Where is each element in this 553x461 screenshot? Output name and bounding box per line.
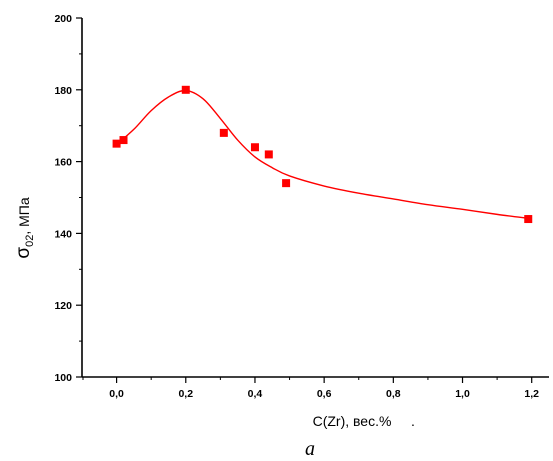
y-tick-label: 200 bbox=[54, 13, 72, 25]
data-point bbox=[282, 179, 291, 188]
y-axis-label-unit: , МПа bbox=[16, 197, 32, 235]
data-point bbox=[181, 85, 190, 94]
x-axis-label-suffix: . bbox=[411, 413, 415, 429]
y-tick-label: 160 bbox=[54, 157, 72, 169]
y-axis-label: σ02, МПа bbox=[13, 197, 36, 258]
x-tick-label: 0,2 bbox=[178, 388, 193, 400]
y-tick-label: 180 bbox=[54, 85, 72, 97]
x-tick-label: 0,8 bbox=[386, 388, 401, 400]
y-tick-label: 100 bbox=[54, 372, 72, 384]
data-point bbox=[112, 139, 121, 148]
figure-caption: a bbox=[305, 438, 315, 460]
x-axis-ticks: 0,0 0,2 0,4 0,6 0,8 1,0 1,2 bbox=[82, 377, 539, 400]
plot-frame bbox=[81, 18, 549, 378]
y-tick-label: 140 bbox=[54, 228, 72, 240]
x-tick-label: 1,0 bbox=[455, 388, 470, 400]
data-points bbox=[112, 85, 533, 224]
y-axis-label-subscript: 02 bbox=[24, 235, 36, 247]
data-point bbox=[219, 128, 228, 137]
y-axis-label-sigma: σ bbox=[13, 247, 34, 259]
x-tick-label: 0,6 bbox=[317, 388, 332, 400]
data-point bbox=[119, 136, 128, 145]
fit-curve-layer bbox=[116, 89, 529, 220]
data-point bbox=[524, 215, 533, 224]
fit-curve bbox=[116, 89, 529, 220]
data-point bbox=[264, 150, 273, 159]
y-tick-label: 120 bbox=[54, 300, 72, 312]
y-axis-ticks: 100 120 140 160 180 200 bbox=[54, 13, 82, 384]
x-tick-label: 1,2 bbox=[524, 388, 539, 400]
data-point bbox=[250, 143, 259, 152]
x-axis-label: C(Zr), вес.% bbox=[313, 413, 392, 429]
x-tick-label: 0,0 bbox=[109, 388, 124, 400]
x-tick-label: 0,4 bbox=[248, 388, 263, 400]
